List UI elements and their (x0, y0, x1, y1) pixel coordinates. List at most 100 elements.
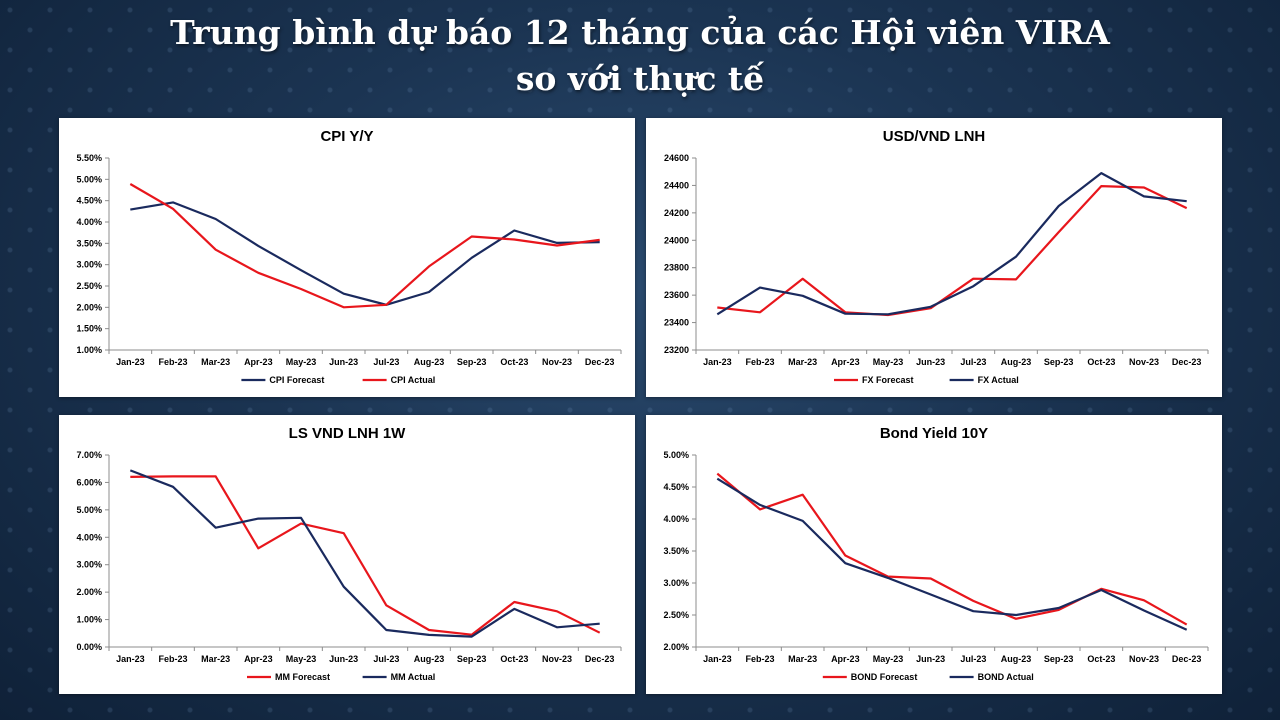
series-line-bond-actual (716, 477, 1188, 631)
chart-panel-fx: USD/VND LNH 23200 23400 23600 23800 24000 2420… (646, 118, 1222, 397)
x-tick-label: Feb-23 (158, 357, 187, 367)
y-tick-label: 3.00% (76, 260, 102, 270)
chart-panel-bond: Bond Yield 10Y 2.00% 2.50% 3.00% 3.50% 4.00% 4… (646, 415, 1222, 694)
x-tick-label: Aug-23 (1001, 357, 1032, 367)
x-tick-label: May-23 (286, 654, 317, 664)
y-tick-label: 3.00% (76, 560, 102, 570)
x-tick-label: Jan-23 (703, 357, 732, 367)
y-tick-label: 6.00% (76, 477, 102, 487)
series-line-bond-forecast (716, 472, 1188, 626)
series-line-mm-actual (129, 469, 600, 638)
x-tick-label: Apr-23 (831, 357, 860, 367)
x-tick-label: Nov-23 (542, 654, 572, 664)
x-tick-label: Apr-23 (831, 654, 860, 664)
slide-title: Trung bình dự báo 12 tháng của các Hội v… (0, 10, 1280, 102)
x-tick-label: Oct-23 (500, 357, 528, 367)
y-tick-label: 23600 (664, 290, 689, 300)
x-tick-label: Jul-23 (960, 357, 986, 367)
x-tick-label: Jan-23 (116, 357, 145, 367)
x-tick-label: Jul-23 (373, 357, 399, 367)
x-tick-label: Feb-23 (745, 357, 774, 367)
chart-title: USD/VND LNH (883, 128, 986, 145)
y-tick-label: 3.00% (663, 578, 689, 588)
y-tick-label: 23800 (664, 263, 689, 273)
y-tick-label: 7.00% (76, 450, 102, 460)
x-tick-label: May-23 (873, 357, 904, 367)
x-tick-label: Aug-23 (414, 357, 445, 367)
y-tick-label: 4.00% (76, 217, 102, 227)
x-tick-label: Jan-23 (703, 654, 732, 664)
x-tick-label: Feb-23 (745, 654, 774, 664)
series-line-mm-forecast (130, 475, 601, 636)
x-tick-label: Oct-23 (500, 654, 528, 664)
x-tick-label: Sep-23 (457, 654, 487, 664)
series-line-fx-forecast (717, 184, 1188, 317)
x-tick-label: Oct-23 (1087, 357, 1115, 367)
y-tick-label: 4.00% (663, 514, 689, 524)
x-tick-label: Jun-23 (329, 654, 358, 664)
chart-bond: Bond Yield 10Y 2.00% 2.50% 3.00% 3.50% 4.00% 4… (663, 425, 1209, 682)
x-tick-label: Aug-23 (1001, 654, 1032, 664)
x-tick-label: Feb-23 (158, 654, 187, 664)
y-tick-label: 2.50% (76, 281, 102, 291)
y-tick-label: 5.00% (76, 505, 102, 515)
x-tick-label: Sep-23 (1044, 654, 1074, 664)
y-tick-label: 24400 (664, 180, 689, 190)
chart-mm: LS VND LNH 1W 0.00% 1.00% 2.00% 3.00% 4.00% 5.… (76, 425, 622, 682)
series-line-cpi-forecast (130, 201, 600, 306)
x-tick-label: Dec-23 (585, 654, 615, 664)
y-tick-label: 2.00% (663, 642, 689, 652)
x-tick-label: Jun-23 (329, 357, 358, 367)
x-tick-label: Mar-23 (788, 654, 817, 664)
legend-label: BOND Actual (978, 672, 1034, 682)
x-tick-label: May-23 (286, 357, 317, 367)
y-tick-label: 3.50% (76, 238, 102, 248)
y-tick-label: 1.00% (76, 345, 102, 355)
series-line-cpi-actual (129, 183, 600, 309)
chart-fx: USD/VND LNH 23200 23400 23600 23800 24000 2420… (664, 128, 1209, 385)
y-tick-label: 5.00% (663, 450, 689, 460)
x-tick-label: Nov-23 (1129, 357, 1159, 367)
x-tick-label: Jul-23 (373, 654, 399, 664)
y-tick-label: 24600 (664, 153, 689, 163)
y-tick-label: 4.00% (76, 532, 102, 542)
slide-title-line1: Trung bình dự báo 12 tháng của các Hội v… (170, 13, 1110, 52)
series-line-fx-actual (716, 171, 1187, 316)
slide-title-line2: so với thực tế (515, 59, 765, 98)
x-tick-label: Sep-23 (1044, 357, 1074, 367)
x-tick-label: Dec-23 (1172, 357, 1202, 367)
y-tick-label: 5.50% (76, 153, 102, 163)
legend-label: FX Forecast (862, 375, 914, 385)
x-tick-label: Apr-23 (244, 357, 273, 367)
x-tick-label: Apr-23 (244, 654, 273, 664)
legend-label: CPI Actual (391, 375, 436, 385)
x-tick-label: Jun-23 (916, 357, 945, 367)
legend-label: CPI Forecast (269, 375, 324, 385)
y-tick-label: 23400 (664, 318, 689, 328)
legend-label: MM Actual (391, 672, 436, 682)
y-tick-label: 2.50% (663, 610, 689, 620)
y-tick-label: 3.50% (663, 546, 689, 556)
x-tick-label: Dec-23 (585, 357, 615, 367)
y-tick-label: 1.50% (76, 324, 102, 334)
x-tick-label: Jul-23 (960, 654, 986, 664)
x-tick-label: Jun-23 (916, 654, 945, 664)
y-tick-label: 5.00% (76, 174, 102, 184)
x-tick-label: Mar-23 (201, 357, 230, 367)
legend-label: BOND Forecast (851, 672, 918, 682)
chart-title: CPI Y/Y (320, 128, 373, 145)
x-tick-label: Nov-23 (542, 357, 572, 367)
x-tick-label: Oct-23 (1087, 654, 1115, 664)
y-tick-label: 24200 (664, 208, 689, 218)
y-tick-label: 4.50% (76, 196, 102, 206)
x-tick-label: Nov-23 (1129, 654, 1159, 664)
y-tick-label: 0.00% (76, 642, 102, 652)
y-tick-label: 2.00% (76, 302, 102, 312)
x-tick-label: Sep-23 (457, 357, 487, 367)
x-tick-label: Mar-23 (788, 357, 817, 367)
chart-title: Bond Yield 10Y (880, 425, 988, 442)
x-tick-label: Mar-23 (201, 654, 230, 664)
y-tick-label: 1.00% (76, 615, 102, 625)
x-tick-label: Dec-23 (1172, 654, 1202, 664)
x-tick-label: May-23 (873, 654, 904, 664)
